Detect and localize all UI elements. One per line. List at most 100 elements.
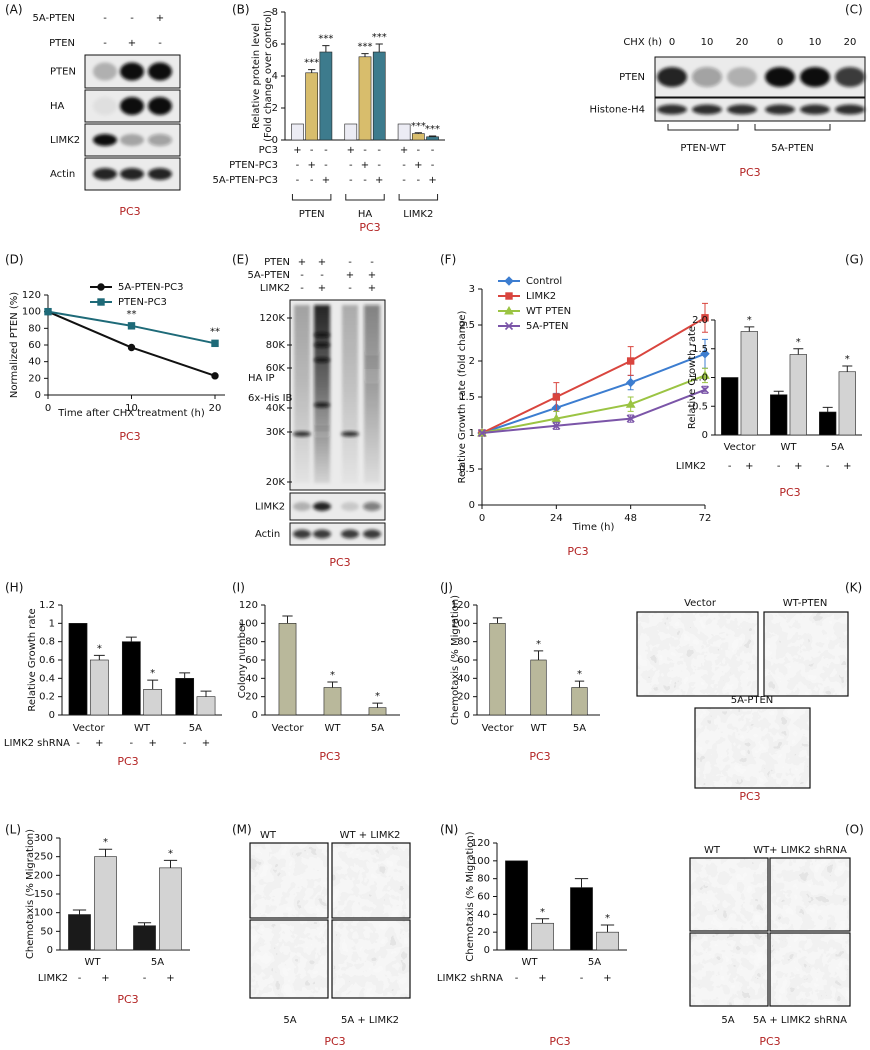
error-bar xyxy=(744,326,755,332)
legend-marker xyxy=(97,298,105,306)
y-tick-label: 2.0 xyxy=(692,315,708,326)
sign-row-label: LIMK2 xyxy=(38,973,68,984)
y-tick-label: 1.2 xyxy=(39,600,55,611)
bracket xyxy=(345,194,385,201)
y-tick-label: 50 xyxy=(40,926,53,937)
sign: - xyxy=(324,145,328,156)
sign: - xyxy=(377,160,381,171)
y-tick-label: 1.5 xyxy=(459,392,475,403)
blot-smear xyxy=(364,305,380,483)
y-tick-label: 1 xyxy=(469,428,475,439)
data-point xyxy=(626,357,635,365)
category-label: WT xyxy=(85,957,102,968)
error-bar xyxy=(308,69,316,73)
blot-band xyxy=(120,97,144,115)
y-axis-label: Relative Growth rate xyxy=(687,326,698,429)
blot-row-label: PTEN xyxy=(50,67,76,78)
significance-mark: * xyxy=(577,669,582,680)
micrograph-frame xyxy=(331,919,411,999)
bar xyxy=(291,123,304,141)
error-bar xyxy=(574,878,589,888)
micrograph-frame xyxy=(331,842,411,919)
y-tick-label: 100 xyxy=(239,618,258,629)
error-bar xyxy=(137,922,152,926)
data-point xyxy=(44,307,52,316)
blot-band xyxy=(148,97,172,115)
panel-label: (M) xyxy=(232,823,252,837)
sign: + xyxy=(794,461,802,472)
micrograph-frame xyxy=(763,611,849,697)
sign: + xyxy=(318,257,326,268)
y-tick-label: 0.5 xyxy=(459,464,475,475)
series-line xyxy=(481,388,706,434)
legend-marker xyxy=(504,305,514,315)
bar xyxy=(489,623,506,716)
lane-label: 20 xyxy=(844,37,857,48)
category-label: 5A xyxy=(371,723,384,734)
sign: - xyxy=(130,738,134,749)
y-tick-label: 100 xyxy=(22,307,41,318)
y-tick-label: 150 xyxy=(34,889,53,900)
image-label: 5A xyxy=(283,1015,296,1026)
sign: - xyxy=(348,257,352,268)
bar xyxy=(143,689,163,716)
significance-mark: *** xyxy=(411,121,426,132)
sign: - xyxy=(580,973,584,984)
panel-label: (D) xyxy=(5,253,24,267)
significance-mark: * xyxy=(97,643,102,654)
sign-row-label: LIMK2 shRNA xyxy=(4,738,70,749)
image-label: WT xyxy=(704,845,721,856)
blot-band xyxy=(93,168,117,180)
sign: + xyxy=(202,738,210,749)
bar xyxy=(819,411,837,436)
bar xyxy=(530,659,547,716)
y-tick-label: 20 xyxy=(477,927,490,938)
y-tick-label: 0.8 xyxy=(39,637,55,648)
sign: + xyxy=(347,145,355,156)
significance-mark: * xyxy=(375,691,380,702)
data-point xyxy=(626,414,635,423)
cell-line: PC3 xyxy=(359,221,380,234)
sign: + xyxy=(368,270,376,281)
blot-band xyxy=(120,62,144,81)
blot-frame xyxy=(289,522,386,546)
sign: - xyxy=(777,461,781,472)
micrograph-frame xyxy=(689,857,769,932)
blot-band xyxy=(313,502,331,511)
data-point xyxy=(700,385,710,394)
cell-line: PC3 xyxy=(119,430,140,443)
error-bar xyxy=(492,617,503,624)
blot-band xyxy=(148,134,172,146)
bracket xyxy=(667,124,739,131)
sign: - xyxy=(300,283,304,294)
image-label: 5A + LIMK2 shRNA xyxy=(753,1015,847,1026)
category-label: 5A xyxy=(189,723,202,734)
blot-label: 6x-His IB xyxy=(248,393,293,404)
blot-row-label: HA xyxy=(50,101,65,112)
data-point xyxy=(700,349,710,359)
sign: - xyxy=(370,257,374,268)
data-point xyxy=(700,370,710,379)
blot-row-label: LIMK2 xyxy=(50,135,80,146)
sign: - xyxy=(431,145,435,156)
group-label: PTEN-WT xyxy=(680,143,726,154)
blot-band xyxy=(314,332,330,338)
micrograph xyxy=(690,933,768,1006)
x-tick-label: 72 xyxy=(699,513,712,524)
y-tick-label: 80 xyxy=(457,637,470,648)
y-tick-label: 20 xyxy=(457,692,470,703)
bar xyxy=(368,707,387,716)
bar xyxy=(344,123,358,141)
significance-mark: * xyxy=(747,315,752,326)
y-tick-label: 2 xyxy=(272,103,278,114)
data-point xyxy=(625,399,636,408)
micrograph-frame xyxy=(249,842,329,919)
bar xyxy=(319,51,333,141)
y-tick-label: 40 xyxy=(245,673,258,684)
panel-label: (K) xyxy=(845,581,862,595)
bar xyxy=(278,623,297,716)
blot-band xyxy=(93,62,117,81)
category-label: WT xyxy=(325,723,342,734)
sign: - xyxy=(417,145,421,156)
